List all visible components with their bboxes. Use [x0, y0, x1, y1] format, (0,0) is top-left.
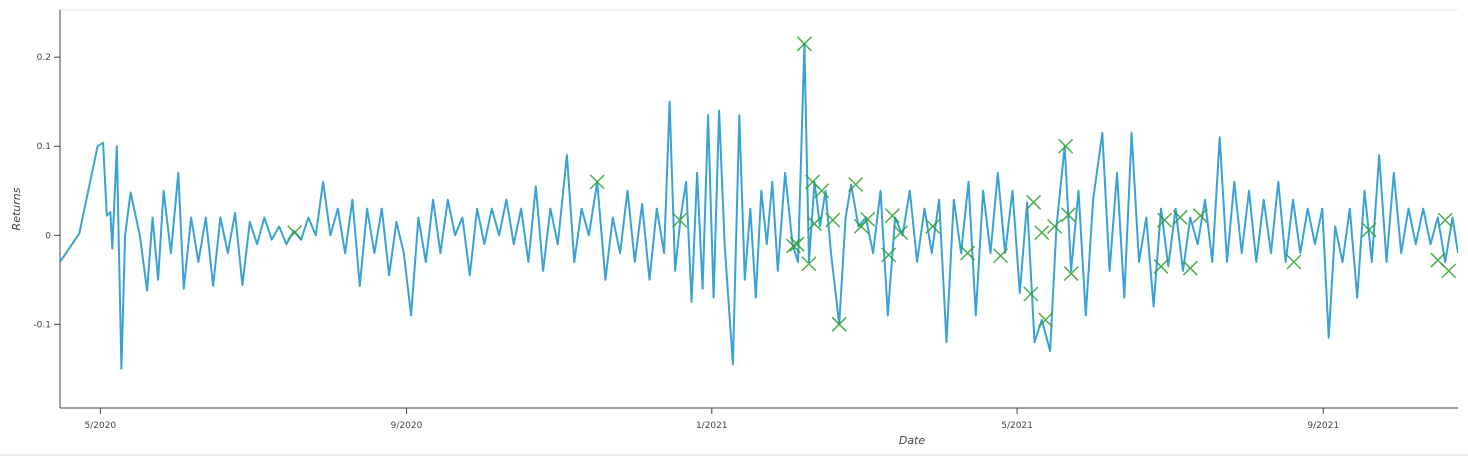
marker: [1192, 208, 1208, 224]
line: [60, 42, 1458, 370]
y-tick-label: -0.1: [33, 320, 51, 330]
x-tick-label: 9/2020: [391, 421, 423, 431]
marker: [672, 212, 688, 228]
marker: [1023, 286, 1039, 302]
y-tick-label: 0.1: [37, 142, 51, 152]
marker: [1034, 225, 1050, 241]
marker: [881, 247, 897, 263]
marker: [925, 218, 941, 234]
marker: [825, 212, 841, 228]
marker: [1058, 138, 1074, 154]
x-tick-label: 5/2021: [1001, 421, 1033, 431]
marker: [1437, 212, 1453, 228]
y-axis-title: Returns: [10, 187, 23, 230]
marker: [589, 174, 605, 190]
x-tick-label: 1/2021: [696, 421, 728, 431]
marker: [848, 176, 864, 193]
marker: [814, 183, 830, 199]
marker: [806, 216, 822, 232]
x-tick-label: 9/2021: [1307, 421, 1339, 431]
marker: [785, 238, 801, 254]
marker: [1060, 207, 1076, 223]
marker: [884, 208, 900, 224]
marker: [1361, 222, 1377, 238]
marker: [801, 256, 817, 272]
marker: [1047, 218, 1063, 234]
marker: [1182, 260, 1198, 276]
marker: [1037, 312, 1054, 328]
marker: [893, 225, 909, 241]
marker: [831, 316, 847, 332]
marker: [1172, 209, 1188, 225]
marker: [1026, 194, 1042, 210]
marker: [993, 248, 1009, 264]
marker: [860, 211, 876, 227]
y-tick-label: 0.2: [37, 53, 51, 63]
marker: [287, 225, 303, 241]
marker: [1153, 258, 1169, 274]
marker: [1063, 266, 1079, 282]
marker: [1286, 254, 1302, 270]
marker: [1157, 212, 1173, 228]
marker: [796, 36, 812, 52]
x-axis-title: Date: [899, 434, 926, 447]
y-tick-label: 0: [45, 231, 51, 241]
marker: [960, 245, 976, 261]
x-tick-label: 5/2020: [84, 421, 116, 431]
plot-area: [60, 36, 1458, 370]
marker: [1441, 263, 1457, 279]
marker: [789, 236, 805, 252]
